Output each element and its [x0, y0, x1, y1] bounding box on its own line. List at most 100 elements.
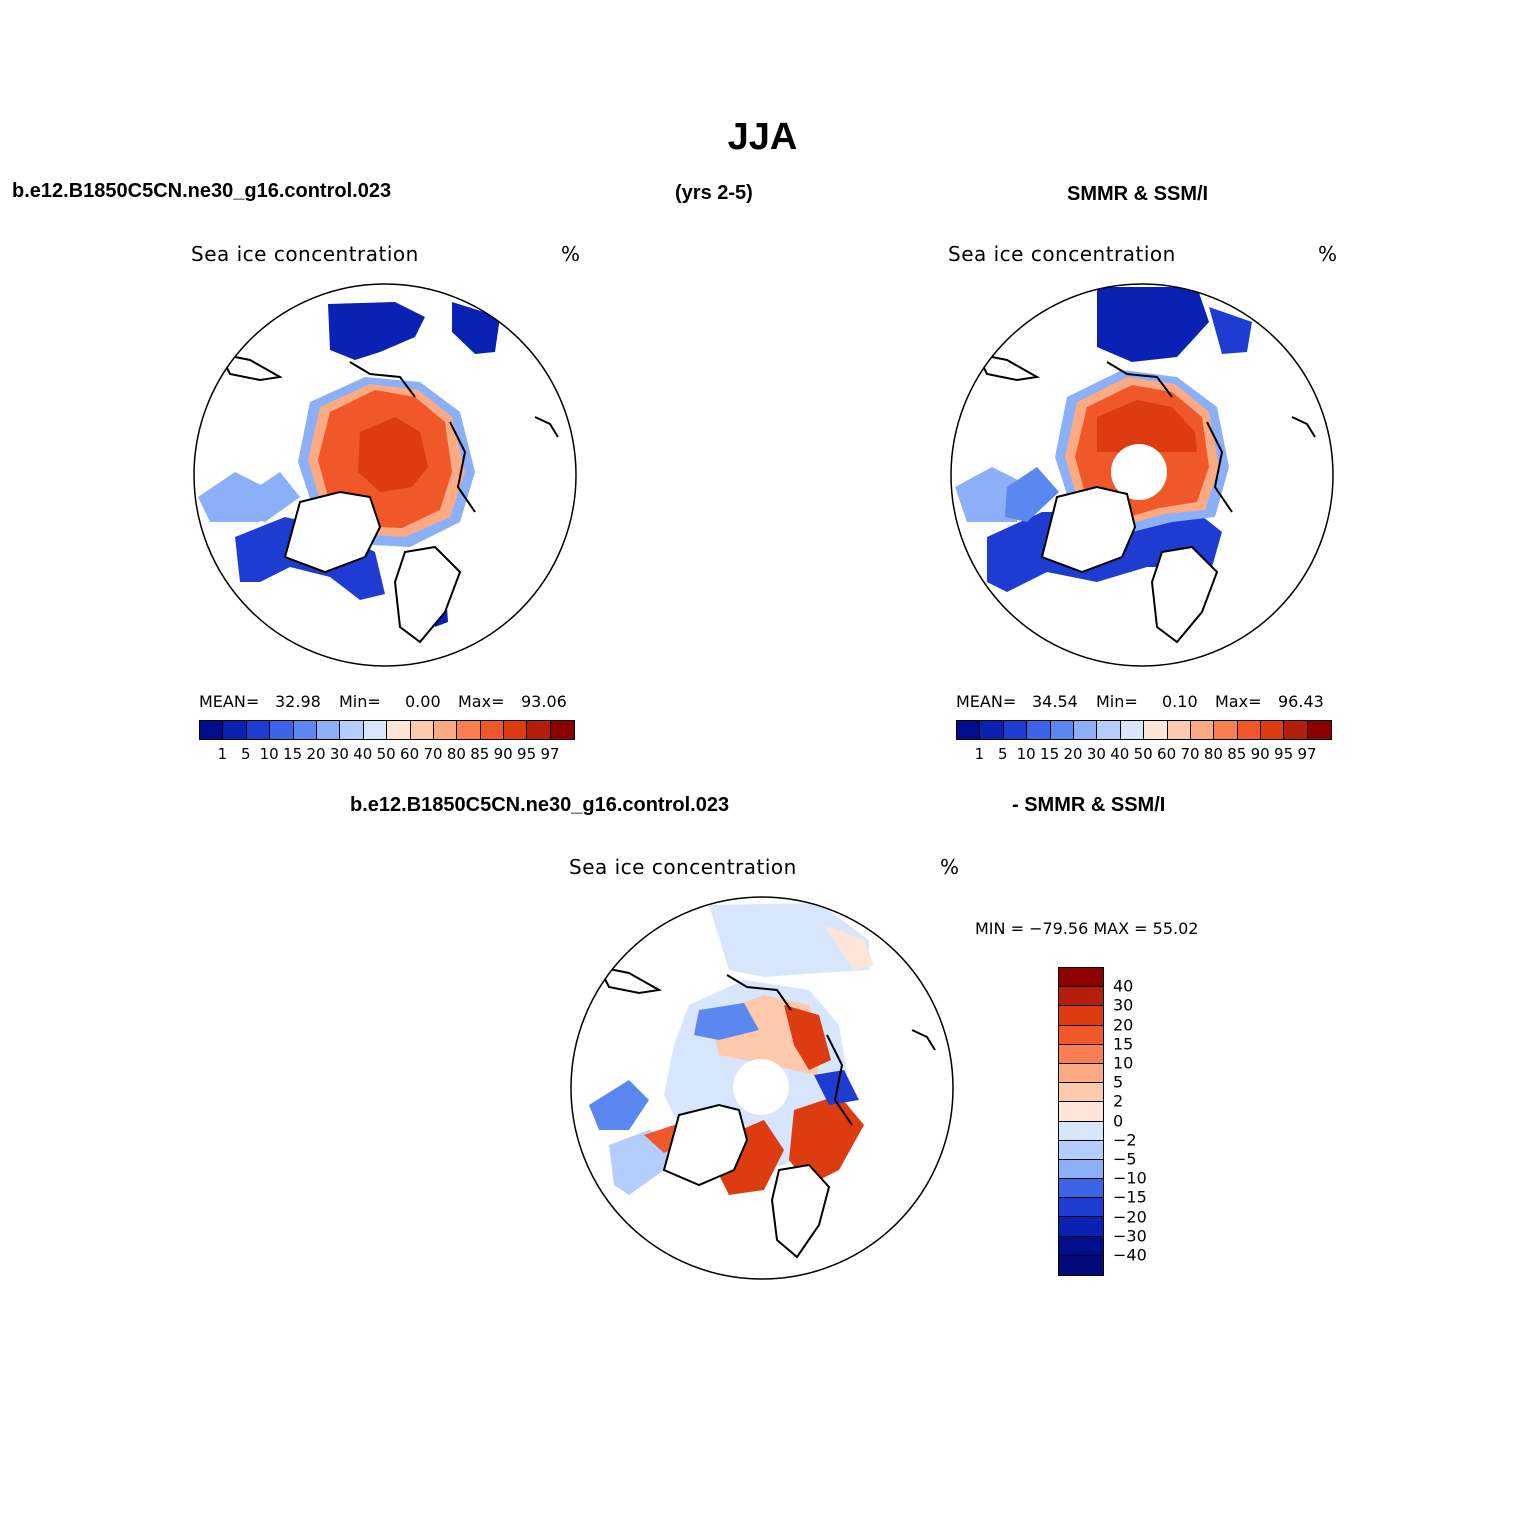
colorbar-tick-label: 85	[470, 745, 490, 763]
colorbar-tick-label: 20	[306, 745, 326, 763]
colorbar-swatch	[1059, 987, 1103, 1007]
colorbar-swatch	[316, 721, 341, 739]
colorbar-swatch	[1190, 721, 1215, 739]
colorbar-tick-label: 30	[1086, 745, 1106, 763]
colorbar-swatch	[433, 721, 458, 739]
colorbar-swatch	[410, 721, 434, 739]
colorbar-tick-label: 90	[493, 745, 513, 763]
colorbar-swatch	[1167, 721, 1191, 739]
colorbar-tick-label: 0	[1113, 1111, 1124, 1131]
colorbar-tick-label: 40	[1113, 976, 1134, 996]
colorbar-tick-label: 5	[998, 745, 1008, 763]
colorbar-tick-label: 95	[517, 745, 537, 763]
colorbar-swatch	[1059, 1159, 1103, 1180]
colorbar-swatch	[550, 721, 575, 739]
colorbar-swatch	[957, 721, 981, 739]
obs-min-value: 0.10	[1162, 692, 1198, 711]
colorbar-tick-label: 10	[1016, 745, 1036, 763]
diff-units: %	[940, 855, 960, 879]
colorbar-swatch	[1284, 721, 1308, 739]
colorbar-tick-label: 80	[1203, 745, 1223, 763]
colorbar-tick-label: 15	[283, 745, 303, 763]
colorbar-tick-label: 10	[259, 745, 279, 763]
obs-header: SMMR & SSM/I	[1067, 183, 1209, 205]
model-colorbar-ticks: 1 5 10 15 20 30 40 50 60 70 80 85 90 95 97	[199, 745, 573, 765]
diff-field-title: Sea ice concentration	[569, 855, 797, 879]
model-mean-value: 32.98	[275, 692, 321, 711]
model-min-label: Min=	[339, 692, 381, 711]
model-max-value: 93.06	[521, 692, 567, 711]
colorbar-swatch	[223, 721, 247, 739]
colorbar-tick-label: 70	[423, 745, 443, 763]
colorbar-swatch	[1050, 721, 1074, 739]
colorbar-tick-label: 20	[1063, 745, 1083, 763]
colorbar-swatch	[980, 721, 1004, 739]
colorbar-tick-label: 97	[540, 745, 560, 763]
colorbar-swatch	[246, 721, 271, 739]
colorbar-tick-label: −30	[1113, 1226, 1147, 1246]
colorbar-tick-label: 20	[1113, 1015, 1134, 1035]
obs-field-title: Sea ice concentration	[948, 242, 1176, 266]
colorbar-tick-label: 50	[1133, 745, 1153, 763]
colorbar-swatch	[1059, 1006, 1103, 1026]
diff-minmax: MIN = −79.56 MAX = 55.02	[975, 919, 1199, 938]
colorbar-tick-label: 90	[1250, 745, 1270, 763]
colorbar-tick-label: 95	[1274, 745, 1294, 763]
figure-title: JJA	[727, 116, 798, 158]
colorbar-tick-label: 40	[1110, 745, 1130, 763]
model-max-label: Max=	[458, 692, 505, 711]
colorbar-tick-label: −20	[1113, 1207, 1147, 1227]
colorbar-tick-label: 85	[1227, 745, 1247, 763]
colorbar-swatch	[1097, 721, 1121, 739]
colorbar-swatch	[1059, 968, 1103, 988]
colorbar-swatch	[480, 721, 505, 739]
diff-colorbar-labels: 40 30 20 15 10 5 2 0 −2 −5 −10 −15 −20 −30 −40	[1113, 967, 1173, 1277]
colorbar-swatch	[1059, 1044, 1103, 1064]
model-colorbar	[199, 720, 576, 740]
colorbar-tick-label: 15	[1040, 745, 1060, 763]
colorbar-swatch	[1059, 1121, 1103, 1141]
colorbar-tick-label: 40	[353, 745, 373, 763]
colorbar-swatch	[1059, 1102, 1103, 1122]
colorbar-swatch	[270, 721, 294, 739]
colorbar-tick-label: 1	[217, 745, 228, 763]
obs-colorbar	[956, 720, 1333, 740]
colorbar-tick-label: 10	[1113, 1053, 1134, 1073]
colorbar-tick-label: −15	[1113, 1187, 1147, 1207]
obs-polar-map	[950, 283, 1334, 667]
colorbar-swatch	[1307, 721, 1332, 739]
colorbar-swatch	[1059, 1198, 1103, 1218]
colorbar-tick-label: 60	[1157, 745, 1177, 763]
colorbar-swatch	[1059, 1179, 1103, 1199]
colorbar-tick-label: 15	[1113, 1034, 1134, 1054]
colorbar-swatch	[293, 721, 317, 739]
colorbar-swatch	[1059, 1140, 1103, 1160]
colorbar-swatch	[1261, 721, 1285, 739]
diff-colorbar	[1058, 967, 1104, 1276]
colorbar-swatch	[340, 721, 364, 739]
colorbar-tick-label: 97	[1297, 745, 1317, 763]
years-header: (yrs 2-5)	[675, 182, 753, 204]
colorbar-tick-label: 80	[446, 745, 466, 763]
colorbar-tick-label: 5	[241, 745, 251, 763]
colorbar-tick-label: 1	[974, 745, 985, 763]
colorbar-tick-label: −2	[1113, 1130, 1137, 1150]
colorbar-tick-label: 30	[1113, 995, 1134, 1015]
colorbar-swatch	[504, 721, 528, 739]
colorbar-swatch	[1059, 1063, 1103, 1084]
colorbar-swatch	[1027, 721, 1051, 739]
model-field-title: Sea ice concentration	[191, 242, 419, 266]
colorbar-swatch	[387, 721, 411, 739]
obs-max-value: 96.43	[1278, 692, 1324, 711]
obs-max-label: Max=	[1215, 692, 1262, 711]
model-case-header: b.e12.B1850C5CN.ne30_g16.control.023	[12, 180, 392, 202]
model-units: %	[561, 242, 581, 266]
obs-mean-value: 34.54	[1032, 692, 1078, 711]
colorbar-swatch	[1120, 721, 1145, 739]
diff-obs-header: - SMMR & SSM/I	[1012, 794, 1166, 816]
colorbar-tick-label: 30	[329, 745, 349, 763]
diff-model-header: b.e12.B1850C5CN.ne30_g16.control.023	[350, 794, 730, 816]
obs-colorbar-ticks: 1 5 10 15 20 30 40 50 60 70 80 85 90 95 97	[956, 745, 1330, 765]
colorbar-swatch	[363, 721, 388, 739]
obs-units: %	[1318, 242, 1338, 266]
